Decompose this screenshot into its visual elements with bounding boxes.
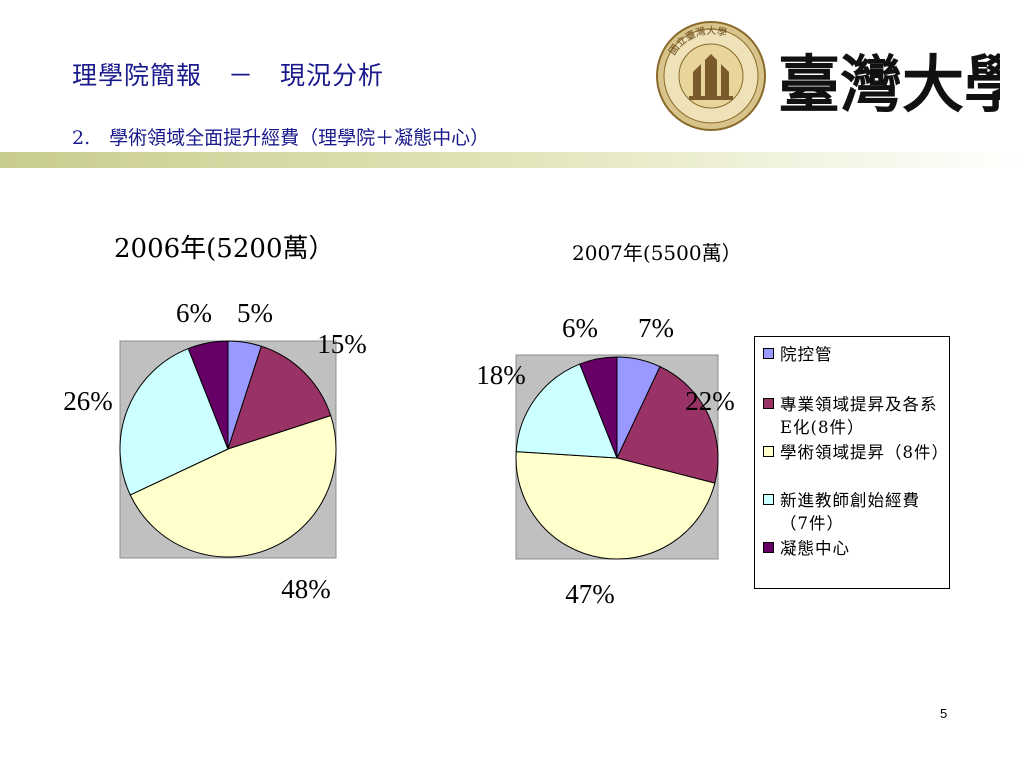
pie-slice-2 bbox=[616, 365, 719, 484]
pie-slice-2 bbox=[227, 345, 332, 450]
data-label-5: 6% bbox=[176, 298, 212, 328]
legend-label-4: 新進教師創始經費（7件） bbox=[780, 491, 920, 533]
slide-subtitle: 2. 學術領域全面提升經費（理學院＋凝態中心） bbox=[72, 127, 490, 149]
page-number: 5 bbox=[940, 706, 948, 721]
legend-item-2: 專業領域提昇及各系E化(8件） bbox=[763, 393, 947, 439]
data-label-1: 7% bbox=[638, 313, 674, 343]
legend-swatch-4 bbox=[763, 494, 774, 505]
legend-swatch-1 bbox=[763, 348, 774, 359]
legend-label-5: 凝態中心 bbox=[780, 539, 850, 558]
data-label-2: 15% bbox=[317, 329, 367, 359]
data-label-5: 6% bbox=[562, 313, 598, 343]
pie-slice-5 bbox=[579, 356, 618, 459]
data-label-1: 5% bbox=[237, 298, 273, 328]
legend-label-1: 院控管 bbox=[780, 345, 833, 364]
pie-slice-4 bbox=[515, 363, 618, 459]
legend-item-4: 新進教師創始經費（7件） bbox=[763, 489, 947, 535]
chart-2007-title: 2007年(5500萬） bbox=[572, 241, 742, 265]
legend-swatch-3 bbox=[763, 446, 774, 457]
data-label-3: 47% bbox=[565, 579, 615, 609]
legend-item-1: 院控管 bbox=[763, 343, 947, 366]
pie-slice-4 bbox=[119, 347, 229, 496]
svg-text:臺灣大學: 臺灣大學 bbox=[778, 48, 1000, 121]
legend-label-2: 專業領域提昇及各系E化(8件） bbox=[780, 395, 938, 437]
university-name-logo: 臺灣大學 bbox=[778, 48, 1000, 121]
data-label-2: 22% bbox=[685, 386, 735, 416]
legend-swatch-5 bbox=[763, 542, 774, 553]
pie-slice-3 bbox=[129, 414, 337, 558]
pie-chart-2007: 7% 22% 47% 18% 6% bbox=[476, 313, 735, 609]
header-band bbox=[0, 152, 1024, 168]
chart-legend: 院控管 專業領域提昇及各系E化(8件） 學術領域提昇（8件） 新進教師創始經費（… bbox=[754, 336, 950, 589]
chart-2006-title: 2006年(5200萬） bbox=[114, 234, 335, 264]
pie-chart-2006: 5% 15% 48% 26% 6% bbox=[63, 298, 367, 604]
university-seal-logo: 國立臺灣大學 bbox=[656, 21, 766, 131]
data-label-3: 48% bbox=[281, 574, 331, 604]
legend-item-3: 學術領域提昇（8件） bbox=[763, 441, 949, 464]
pie-slice-3 bbox=[515, 451, 716, 560]
legend-label-3: 學術領域提昇（8件） bbox=[780, 443, 949, 462]
data-label-4: 18% bbox=[476, 360, 526, 390]
legend-item-5: 凝態中心 bbox=[763, 537, 947, 560]
data-label-4: 26% bbox=[63, 386, 113, 416]
legend-swatch-2 bbox=[763, 398, 774, 409]
pie-slice-5 bbox=[187, 340, 229, 450]
slide-title: 理學院簡報 － 現況分析 bbox=[72, 61, 385, 90]
